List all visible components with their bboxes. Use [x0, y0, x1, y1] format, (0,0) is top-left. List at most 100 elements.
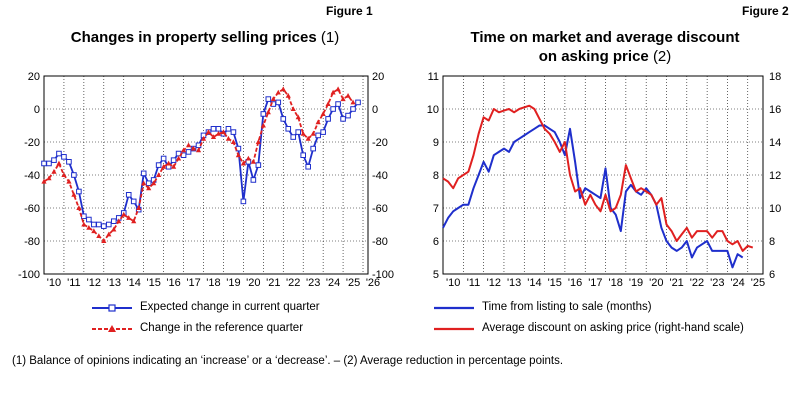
chart2-x-tick-label: '20: [649, 277, 663, 289]
chart1-reference-point: [230, 139, 237, 144]
chart2-x-tick-label: '17: [588, 277, 602, 289]
figure1-title-text: Changes in property selling prices: [70, 29, 317, 46]
chart1-x-tick-label: '22: [286, 277, 300, 289]
chart1-expected-point: [355, 99, 361, 106]
chart1-reference-point: [250, 159, 256, 164]
chart1-expected-point: [125, 192, 132, 198]
chart1-expected-point: [330, 106, 336, 112]
chart1-y-tick-label: 20: [28, 71, 40, 83]
chart1-expected-point: [225, 126, 232, 132]
chart1-reference-point: [245, 155, 251, 161]
chart1-x-tick-label: '14: [127, 277, 141, 289]
chart1-reference-point: [126, 215, 132, 220]
chart1-reference-point: [141, 180, 147, 186]
chart1-reference-point: [275, 89, 281, 95]
chart1-reference-point: [91, 228, 97, 234]
chart1-expected-point: [140, 170, 147, 177]
chart1-reference-point: [220, 129, 227, 135]
chart1-expected-point: [295, 129, 302, 135]
chart1-reference-point: [151, 180, 157, 186]
chart1-expected-point: [106, 221, 112, 228]
chart1-reference-point: [200, 135, 207, 141]
figure2-title-line1: Time on market and average discount: [470, 29, 740, 46]
chart2-y-tick-label: 8: [433, 170, 439, 182]
chart1-reference-point: [350, 99, 356, 105]
chart1-expected-point: [86, 216, 92, 223]
chart1-expected-point: [130, 198, 137, 205]
chart2-frame: [442, 75, 764, 275]
chart1-reference-point: [41, 178, 47, 184]
chart2-x-tick-label: '10: [446, 277, 460, 289]
chart1-expected-point: [215, 126, 222, 132]
chart1-reference-point: [295, 114, 301, 120]
chart1-expected-point: [335, 101, 341, 107]
footnote: (1) Balance of opinions indicating an ‘i…: [12, 355, 564, 367]
chart1-reference-point: [305, 135, 311, 141]
chart1-x-tick-label: '12: [87, 277, 101, 289]
chart2-x-tick-label: '18: [609, 277, 623, 289]
chart1-expected-point: [325, 116, 331, 122]
chart1-reference-point: [106, 231, 112, 237]
chart1-reference-point: [131, 218, 137, 224]
figure1-title-note: (1): [320, 29, 340, 46]
chart2-series-discount-line: [442, 104, 754, 252]
chart1-reference-point: [310, 130, 316, 136]
chart1-expected-point: [290, 134, 297, 140]
chart1-reference-point: [335, 86, 341, 92]
chart1-reference-point: [86, 225, 92, 230]
legend-average-discount-label: Average discount on asking price (right-…: [482, 322, 744, 334]
chart2-x-tick-label: '23: [710, 277, 724, 289]
chart1-reference-point: [61, 172, 67, 177]
chart1-y-tick-label: -100: [18, 269, 40, 281]
chart2-y2-tick-label: 8: [769, 236, 775, 248]
chart1-reference-point: [166, 160, 172, 166]
chart2-x-tick-label: '19: [629, 277, 643, 289]
chart1-y-tick-label: -80: [24, 236, 40, 248]
chart2-y2-tick-label: 10: [769, 203, 781, 215]
chart1-reference-point: [190, 145, 197, 151]
chart1-expected-point: [66, 159, 72, 165]
chart1-reference-point: [270, 96, 276, 102]
chart1-x-tick-label: '13: [107, 277, 121, 289]
chart1-expected-point: [350, 106, 356, 112]
chart1-reference-point: [156, 172, 162, 177]
chart1-expected-point: [250, 177, 257, 183]
chart2-y2-tick-label: 16: [769, 104, 781, 116]
chart1-reference-point: [225, 135, 232, 141]
legend-red-triangle-line-icon: [92, 325, 132, 332]
legend-expected-change-label: Expected change in current quarter: [140, 301, 320, 313]
chart2-y2-tick-label: 14: [769, 137, 781, 149]
chart1-expected-point: [56, 150, 62, 157]
chart1-expected-point: [280, 116, 287, 122]
chart1-reference-point: [210, 134, 217, 140]
legend-blue-line-icon: [434, 306, 474, 310]
chart1-expected-point: [340, 116, 346, 122]
chart2-x-tick-label: '22: [690, 277, 704, 289]
chart2-y2-tick-label: 12: [769, 170, 781, 182]
chart1-x-tick-label: '24: [326, 277, 340, 289]
chart2-y-tick-label: 9: [433, 137, 439, 149]
chart1-reference-point: [96, 233, 102, 239]
legend-reference-change-label: Change in the reference quarter: [140, 322, 304, 334]
chart2-x-tick-label: '16: [568, 277, 582, 289]
chart2-x-tick-label: '15: [548, 277, 562, 289]
chart1-reference-point: [340, 96, 346, 102]
chart1-y2-tick-label: 0: [372, 104, 378, 116]
chart1-reference-point: [136, 205, 142, 210]
chart1-plot: 20 0 -20 -40 -60 -80 -100 20 0 -20 -40 -60 -80 -100 '1…: [18, 71, 394, 289]
chart1-expected-point: [51, 157, 57, 163]
chart1-expected-point: [76, 188, 82, 195]
chart1-reference-point: [116, 218, 122, 224]
chart1-expected-point: [300, 152, 306, 159]
chart1-reference-point: [101, 238, 107, 243]
chart1-reference-point: [320, 111, 326, 116]
chart1-x-tick-label: '23: [306, 277, 320, 289]
chart1-expected-point: [145, 180, 152, 187]
chart1-y-tick-label: -60: [24, 203, 40, 215]
chart1-reference-point: [205, 129, 212, 135]
chart1-reference-point: [325, 101, 331, 107]
chart1-reference-point: [51, 168, 57, 174]
chart1-expected-point: [265, 96, 272, 102]
chart2-y2-tick-label: 18: [769, 71, 781, 83]
chart1-expected-point: [320, 129, 326, 135]
